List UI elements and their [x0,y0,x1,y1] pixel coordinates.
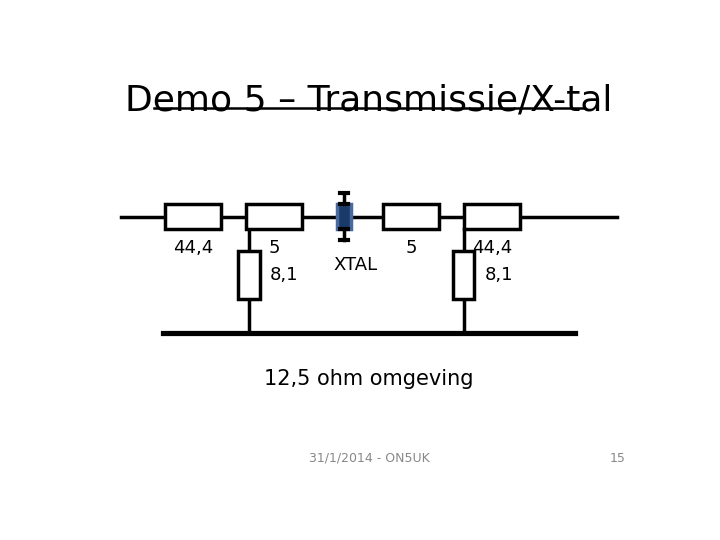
Text: Demo 5 – Transmissie/X-tal: Demo 5 – Transmissie/X-tal [125,84,613,118]
Text: 31/1/2014 - ON5UK: 31/1/2014 - ON5UK [309,452,429,465]
Bar [238,251,260,299]
Text: 5: 5 [269,239,280,258]
Text: 8,1: 8,1 [485,266,513,284]
Text: 44,4: 44,4 [472,239,512,258]
Bar [337,204,351,230]
Text: 5: 5 [405,239,417,258]
Bar [246,204,302,229]
Bar [454,251,474,299]
Bar [464,204,520,229]
Bar [166,204,221,229]
Text: 15: 15 [610,452,626,465]
Bar [383,204,438,229]
Text: 8,1: 8,1 [270,266,298,284]
Text: XTAL: XTAL [333,256,377,274]
Text: 44,4: 44,4 [173,239,213,258]
Text: 12,5 ohm omgeving: 12,5 ohm omgeving [264,369,474,389]
